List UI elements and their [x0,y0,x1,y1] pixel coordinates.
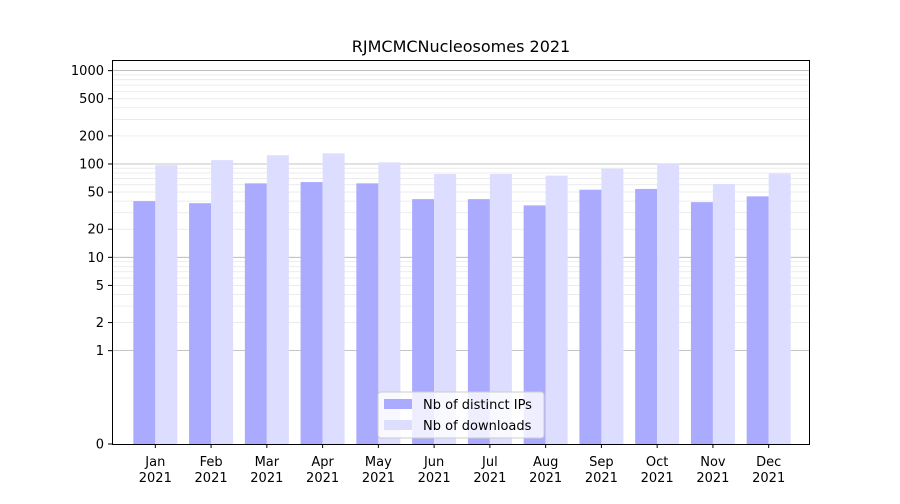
bar-distinct-ips [690,202,713,444]
chart-title: RJMCMCNucleosomes 2021 [352,37,570,56]
bars [133,153,791,445]
bar-downloads [211,160,234,445]
y-tick-label: 1000 [71,64,104,79]
legend-label: Nb of distinct IPs [423,398,532,413]
bar-downloads [434,174,457,444]
bar-distinct-ips [635,188,658,444]
y-tick-label: 10 [87,251,104,266]
bar-downloads [322,153,345,444]
bar-distinct-ips [300,182,323,445]
y-tick-label: 5 [96,279,104,294]
y-tick-label: 0 [96,438,104,453]
x-tick-label: Aug 2021 [529,455,562,486]
y-tick-label: 50 [87,186,104,201]
bar-distinct-ips [244,183,267,444]
x-tick-label: Mar 2021 [250,455,283,486]
bar-distinct-ips [412,199,435,444]
bar-downloads [545,175,568,444]
bar-distinct-ips [356,183,379,444]
x-tick-label: Oct 2021 [641,455,674,486]
bar-downloads [712,184,735,444]
bar-downloads [768,173,791,445]
legend-swatch [384,399,412,409]
y-tick-label: 500 [79,92,104,107]
x-tick-label: Dec 2021 [752,455,785,486]
bar-downloads [657,163,680,444]
y-tick-label: 200 [79,129,104,144]
bar-distinct-ips [467,199,490,444]
x-tick-label: Sep 2021 [585,455,618,486]
y-tick-label: 100 [79,157,104,172]
x-tick-label: Jul 2021 [473,455,506,486]
x-axis: Jan 2021 Feb 2021 Mar 2021 Apr 2021 May 2021 Jun 20… [139,444,785,486]
bar-downloads [489,174,512,444]
bar-distinct-ips [523,205,546,444]
x-tick-label: Apr 2021 [306,455,339,486]
bar-distinct-ips [133,201,156,444]
legend-label: Nb of downloads [423,419,532,434]
x-tick-label: Jan 2021 [139,455,172,486]
bar-downloads [155,165,178,445]
bar-downloads [378,162,401,445]
bar-distinct-ips [189,203,212,444]
y-tick-label: 2 [96,316,104,331]
legend-swatch [384,420,412,430]
x-tick-label: Nov 2021 [696,455,729,486]
x-tick-label: Jun 2021 [418,455,451,486]
y-axis: 0 1 2 5 10 20 50 100 200 500 1000 [71,64,112,453]
bar-distinct-ips [579,189,602,444]
x-tick-label: Feb 2021 [195,455,228,486]
legend: Nb of distinct IPs Nb of downloads [377,391,545,439]
legend-box [377,391,545,439]
y-tick-label: 20 [87,223,104,238]
bar-distinct-ips [746,196,769,444]
bar-downloads [266,155,289,444]
y-tick-label: 1 [96,344,104,359]
x-tick-label: May 2021 [362,455,395,486]
plot-frame [112,60,810,445]
bar-downloads [601,168,624,444]
